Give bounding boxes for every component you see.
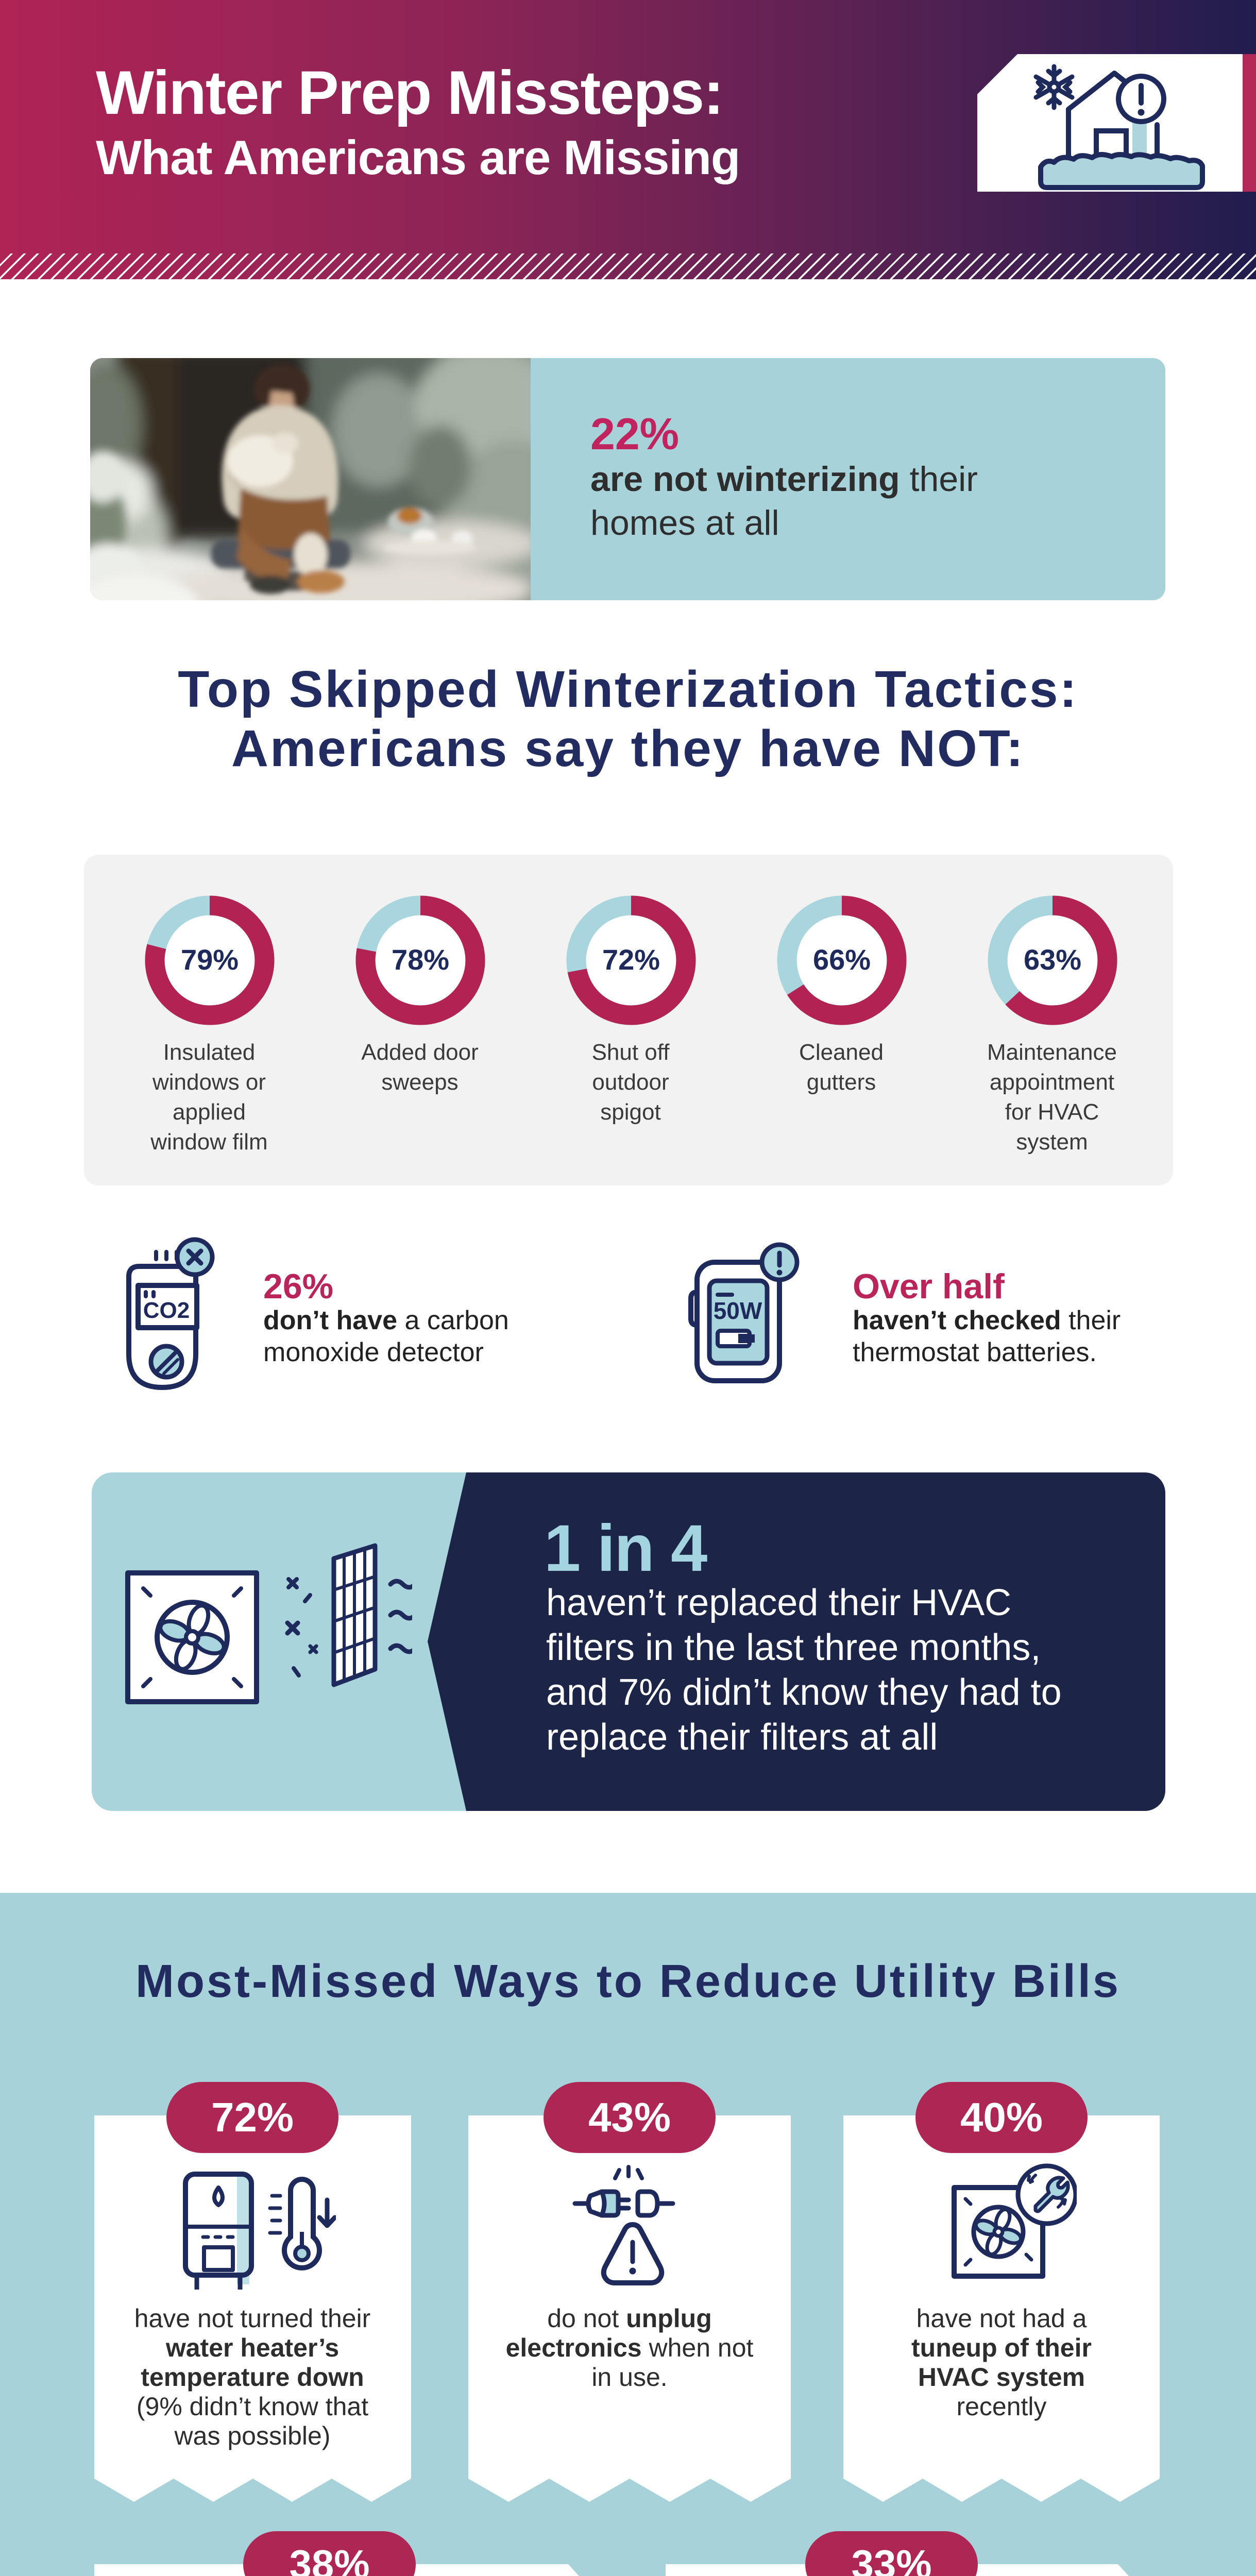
svg-text:50W: 50W [714,1297,762,1324]
svg-text:CO2: CO2 [143,1298,190,1323]
